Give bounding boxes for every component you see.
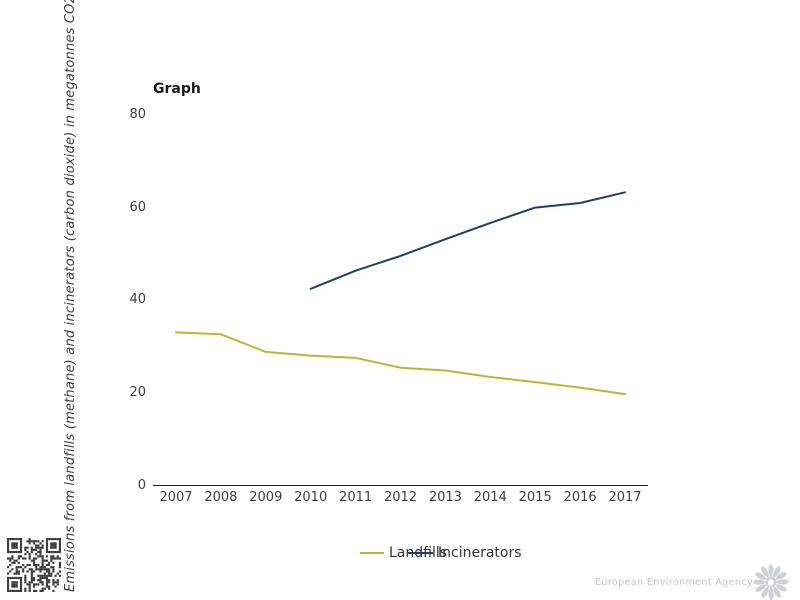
x-tick-label: 2013: [428, 490, 462, 505]
x-tick-label: 2007: [159, 490, 193, 505]
sunburst-petal: [761, 566, 769, 578]
sunburst-petal: [773, 586, 781, 598]
x-tick-label: 2014: [473, 490, 507, 505]
sunburst-core: [765, 576, 777, 588]
y-tick-label: 60: [129, 199, 146, 215]
x-tick-label: 2011: [339, 490, 373, 505]
agency-credit: European Environment Agency: [595, 577, 753, 588]
x-tick-label: 2016: [563, 490, 597, 505]
sunburst-petal: [755, 572, 767, 580]
chart-title: Graph: [153, 81, 201, 97]
sunburst-petal: [775, 584, 787, 592]
x-tick-label: 2012: [383, 490, 418, 505]
sunburst-petal: [768, 564, 774, 577]
legend-label-incinerators: Incinerators: [438, 545, 522, 561]
x-tick-label: 2008: [204, 490, 238, 505]
legend-swatch-landfills: [360, 552, 384, 554]
y-tick-label: 80: [129, 106, 146, 122]
landfills-line: [175, 331, 626, 396]
eea-sunburst-logo-icon: [753, 564, 789, 600]
sunburst-petal: [776, 579, 789, 585]
incinerators-line: [309, 191, 626, 290]
legend-swatch-incinerators: [407, 552, 433, 554]
y-tick-label: 0: [137, 478, 146, 493]
sunburst-petal: [755, 584, 767, 592]
sunburst-petal: [753, 579, 766, 585]
y-tick-label: 40: [129, 292, 146, 308]
x-tick-label: 2009: [249, 490, 283, 505]
y-tick-label: 20: [129, 385, 146, 401]
sunburst-petal: [768, 587, 774, 600]
sunburst-petal: [773, 566, 781, 578]
sunburst-petal: [761, 586, 769, 598]
x-tick-label: 2017: [608, 490, 642, 505]
qr-code-icon: [7, 538, 61, 592]
x-tick-label: 2015: [518, 490, 552, 505]
x-tick-label: 2010: [294, 490, 328, 505]
sunburst-petal: [775, 572, 787, 580]
